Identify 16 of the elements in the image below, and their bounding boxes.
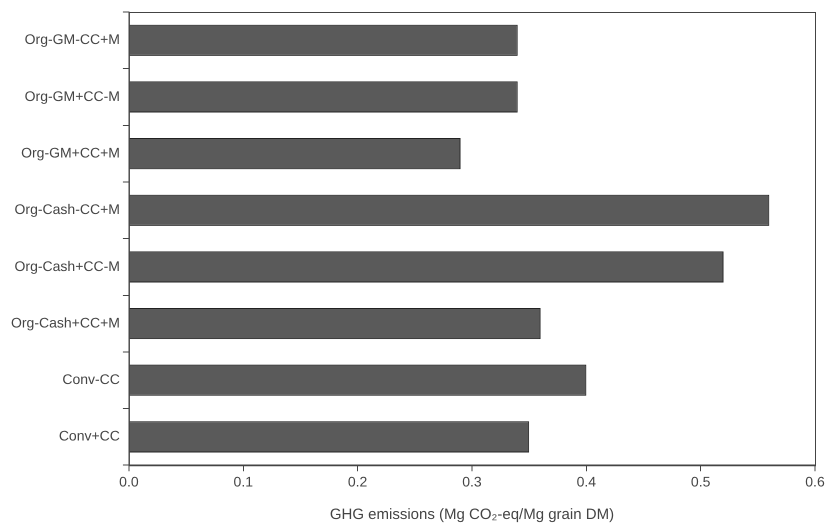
y-tick-label: Org-Cash+CC-M [14,258,120,274]
y-tick-label: Conv-CC [62,371,120,388]
x-tick-label: 0.0 [119,473,139,490]
x-tick-label: 0.6 [805,473,825,490]
x-tick-label: 0.3 [462,473,482,490]
x-tick-label: 0.4 [576,473,596,490]
x-axis-title: GHG emissions (Mg CO₂-eq/Mg grain DM) [330,506,614,524]
y-tick-label: Org-Cash-CC+M [14,201,120,218]
y-tick-label: Org-GM+CC-M [24,88,120,104]
y-tick-label: Org-GM-CC+M [24,31,120,48]
x-tick-label: 0.2 [348,473,368,490]
x-tick-label: 0.5 [690,473,711,490]
y-tick-label: Conv+CC [58,428,120,444]
y-tick-label: Org-GM+CC+M [21,144,120,160]
x-tick-label: 0.1 [234,473,254,490]
y-tick-label: Org-Cash+CC+M [10,314,120,330]
